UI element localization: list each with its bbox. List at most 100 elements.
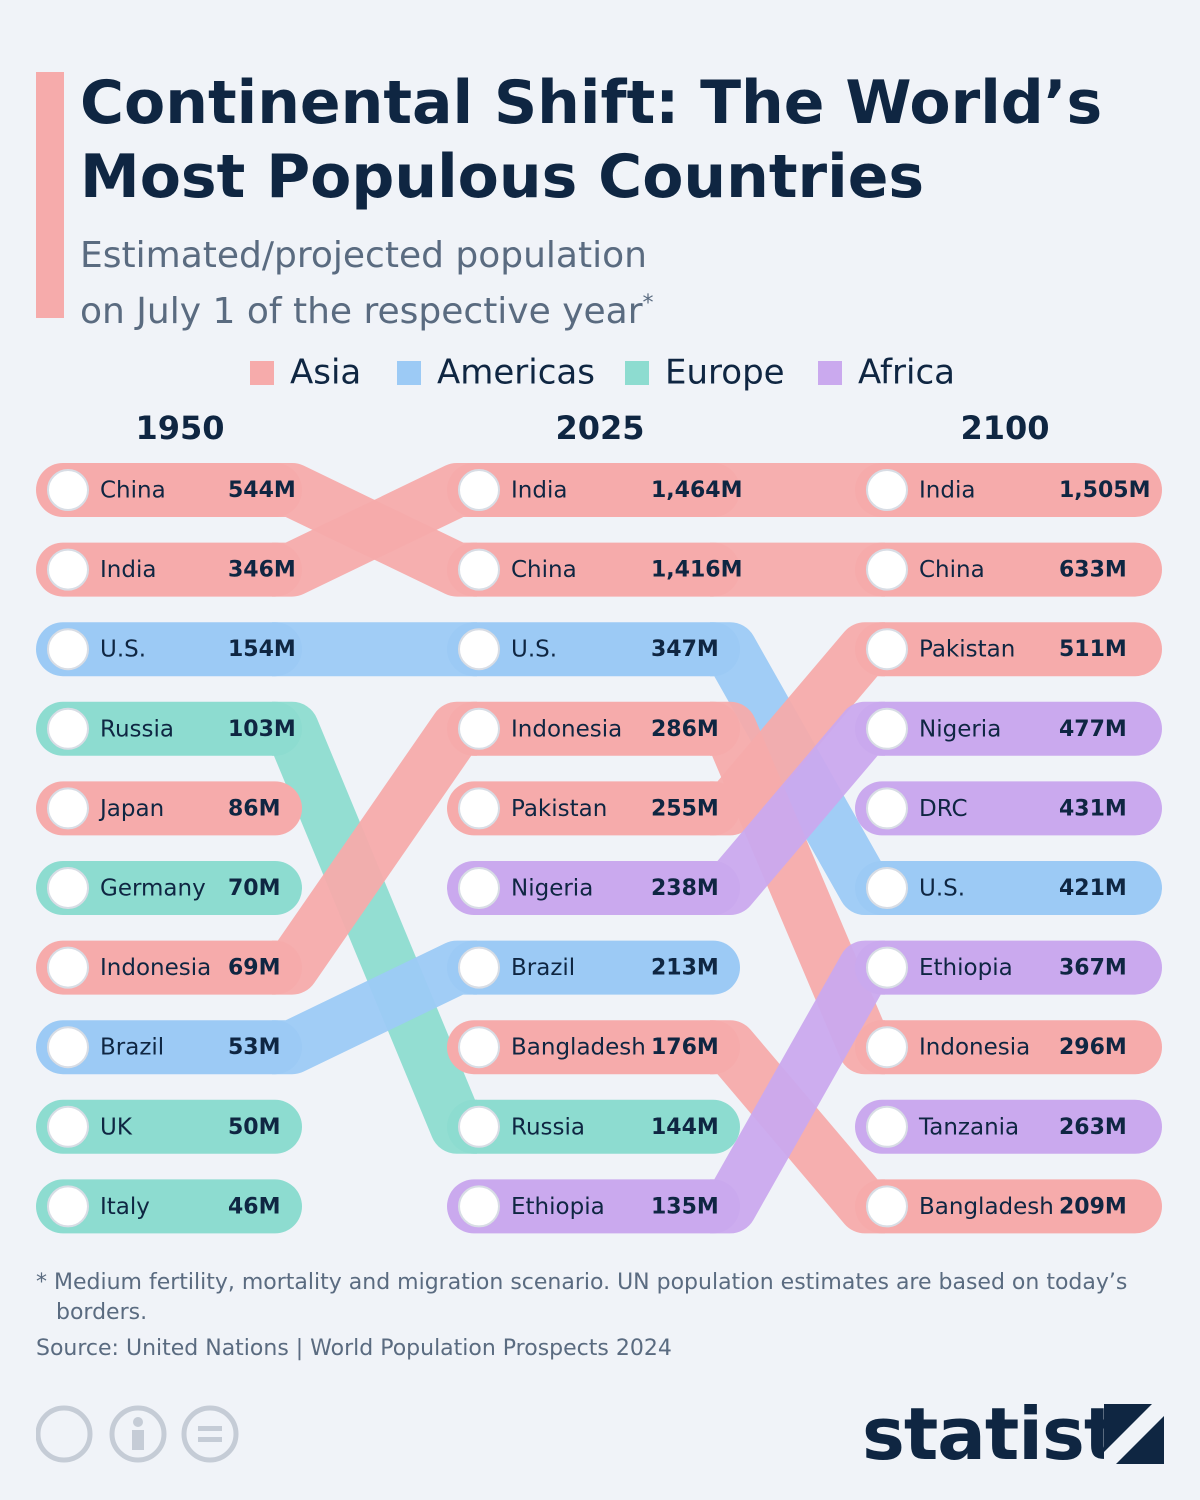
country-name: U.S. bbox=[919, 876, 965, 902]
country-pill bbox=[36, 701, 302, 756]
country-pill bbox=[447, 1099, 740, 1154]
nd-bar bbox=[198, 1426, 222, 1431]
country-pill bbox=[447, 463, 740, 517]
country-pill bbox=[36, 1020, 302, 1075]
flag bbox=[458, 1185, 500, 1228]
flag bbox=[458, 946, 500, 989]
license-icons bbox=[36, 1405, 239, 1463]
value-label: 367M bbox=[1059, 956, 1127, 981]
legend-label: Europe bbox=[665, 353, 785, 393]
title: Continental Shift: The World’s Most Popu… bbox=[80, 68, 1103, 212]
flag bbox=[866, 548, 908, 591]
legend-swatch bbox=[625, 361, 649, 385]
value-label: 263M bbox=[1059, 1115, 1127, 1140]
country-pill bbox=[855, 463, 1162, 517]
value-label: 477M bbox=[1059, 717, 1127, 742]
flag bbox=[47, 867, 89, 909]
source: Source: United Nations | World Populatio… bbox=[36, 1336, 672, 1361]
cc-icon bbox=[36, 1405, 93, 1463]
flag bbox=[47, 1105, 89, 1148]
legend-label: Asia bbox=[290, 353, 361, 393]
country-name: Indonesia bbox=[511, 716, 622, 742]
country-pill bbox=[855, 701, 1162, 756]
subtitle: Estimated/projected population on July 1… bbox=[80, 232, 700, 336]
country-pill bbox=[855, 622, 1162, 677]
value-label: 633M bbox=[1059, 558, 1127, 583]
value-label: 346M bbox=[228, 558, 296, 583]
flag bbox=[458, 1026, 500, 1069]
flag bbox=[47, 707, 89, 750]
country-name: Russia bbox=[100, 716, 174, 742]
value-label: 69M bbox=[228, 956, 281, 981]
country-pill bbox=[447, 1179, 740, 1234]
subtitle-mark: * bbox=[642, 291, 654, 316]
flag bbox=[458, 628, 500, 671]
value-label: 86M bbox=[228, 796, 281, 821]
country-name: Italy bbox=[100, 1194, 150, 1220]
value-label: 1,505M bbox=[1059, 478, 1150, 503]
country-name: U.S. bbox=[100, 637, 146, 663]
flag bbox=[458, 548, 500, 591]
accent-bar bbox=[36, 72, 64, 318]
country-name: Pakistan bbox=[511, 796, 607, 822]
nd-bar bbox=[198, 1437, 222, 1442]
country-pill bbox=[447, 940, 740, 995]
country-pill bbox=[447, 861, 740, 915]
country-name: DRC bbox=[919, 796, 968, 822]
country-name: Bangladesh bbox=[511, 1035, 646, 1061]
by-icon bbox=[109, 1405, 167, 1463]
column-year: 2100 bbox=[960, 409, 1049, 447]
flag bbox=[47, 469, 89, 511]
flag bbox=[866, 628, 908, 671]
flag bbox=[866, 707, 908, 750]
nd-icon bbox=[181, 1405, 239, 1463]
value-label: 50M bbox=[228, 1115, 281, 1140]
ribbons bbox=[265, 463, 892, 1234]
flag bbox=[866, 867, 908, 909]
country-pill bbox=[36, 861, 302, 915]
country-name: India bbox=[511, 478, 567, 504]
value-label: 135M bbox=[651, 1194, 719, 1219]
country-name: Brazil bbox=[511, 955, 575, 981]
value-label: 544M bbox=[228, 478, 296, 503]
country-name: Bangladesh bbox=[919, 1194, 1054, 1220]
country-pill bbox=[447, 1020, 740, 1075]
flag bbox=[866, 469, 908, 511]
country-pill bbox=[447, 542, 740, 597]
country-name: Russia bbox=[511, 1114, 585, 1140]
value-label: 53M bbox=[228, 1035, 281, 1060]
chart: Asia Americas Europe Africa China 544M India 34… bbox=[36, 353, 1162, 1234]
value-label: 296M bbox=[1059, 1035, 1127, 1060]
country-name: China bbox=[100, 478, 166, 504]
country-name: UK bbox=[100, 1114, 133, 1140]
country-pill bbox=[36, 781, 302, 836]
country-name: Nigeria bbox=[511, 876, 593, 902]
country-pill bbox=[36, 463, 302, 517]
country-pill bbox=[447, 781, 740, 836]
country-name: Brazil bbox=[100, 1035, 164, 1061]
country-pill bbox=[36, 1179, 302, 1234]
country-pill bbox=[855, 1179, 1162, 1234]
country-pill bbox=[855, 940, 1162, 995]
country-name: Indonesia bbox=[100, 955, 211, 981]
value-label: 154M bbox=[228, 637, 296, 662]
flag bbox=[458, 707, 500, 750]
legend-label: Americas bbox=[437, 353, 595, 393]
column-year: 1950 bbox=[135, 409, 224, 447]
pills: China 544M India 346M U.S. 154M Russia 103M Japa… bbox=[36, 463, 1162, 1234]
by-head bbox=[133, 1417, 143, 1427]
footnote: * Medium fertility, mortality and migrat… bbox=[36, 1270, 1128, 1325]
country-name: Ethiopia bbox=[511, 1194, 605, 1220]
country-name: U.S. bbox=[511, 637, 557, 663]
value-label: 103M bbox=[228, 717, 296, 742]
country-pill bbox=[36, 940, 302, 995]
value-label: 286M bbox=[651, 717, 719, 742]
country-pill bbox=[855, 861, 1162, 915]
country-name: Pakistan bbox=[919, 637, 1015, 663]
country-name: Indonesia bbox=[919, 1035, 1030, 1061]
country-name: China bbox=[919, 557, 985, 583]
country-name: India bbox=[919, 478, 975, 504]
flag bbox=[866, 946, 908, 989]
value-label: 144M bbox=[651, 1115, 719, 1140]
